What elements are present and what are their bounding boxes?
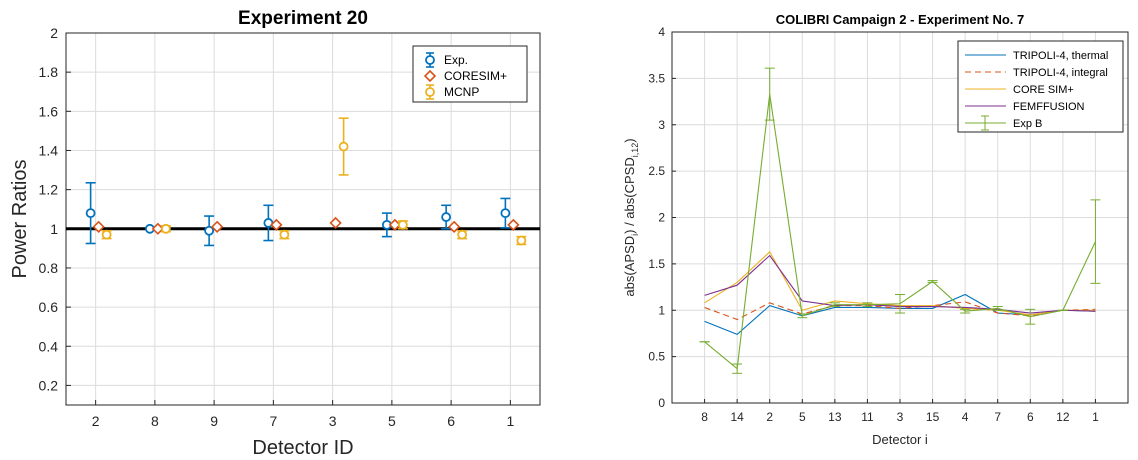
y-tick-label: 0.8 <box>39 260 59 276</box>
data-point <box>329 216 342 230</box>
x-tick-label: 9 <box>210 413 218 429</box>
x-axis-label: Detector i <box>872 432 928 447</box>
x-tick-label: 1 <box>1092 410 1099 424</box>
legend-marker <box>423 69 437 83</box>
legend-label: TRIPOLI-4, integral <box>1013 67 1108 79</box>
x-tick-label: 13 <box>828 410 842 424</box>
y-tick-label: 4 <box>658 25 665 39</box>
y-axis-label: Power Ratios <box>9 160 31 279</box>
data-point <box>507 218 520 232</box>
x-tick-label: 7 <box>994 410 1001 424</box>
data-point <box>160 223 171 234</box>
x-tick-label: 11 <box>861 410 874 424</box>
x-tick-label: 5 <box>388 413 396 429</box>
x-tick-label: 14 <box>730 410 744 424</box>
y-tick-label: 1.4 <box>39 142 59 158</box>
data-point <box>516 235 527 246</box>
data-point <box>210 220 224 233</box>
y-axis-label-part: abs(APSD <box>622 236 637 297</box>
y-tick-label: 0.2 <box>39 377 59 393</box>
x-tick-label: 3 <box>897 410 904 424</box>
y-axis-label-subscript: i <box>630 234 640 236</box>
data-point <box>85 208 96 219</box>
y-axis-label-subscript: i,12 <box>630 143 640 158</box>
legend-label: Exp B <box>1013 118 1042 130</box>
x-tick-label: 1 <box>506 413 514 429</box>
y-tick-label: 1.6 <box>39 103 59 119</box>
right-chart: 0 0.5 1 1.5 2 2.5 3 3.5 4 8 14 2 5 13 11 3 15 4 7 6 12 1 COLIB… <box>622 12 1129 447</box>
x-tick-label: 6 <box>1027 410 1034 424</box>
y-axis-label-part: ) / abs(CPSD <box>622 157 637 234</box>
x-tick-label: 5 <box>799 410 806 424</box>
chart-title: Experiment 20 <box>238 8 368 29</box>
x-tick-label: 15 <box>926 410 940 424</box>
data-point <box>338 141 349 152</box>
data-point <box>270 218 283 232</box>
legend-label: FEMFFUSION <box>1013 101 1085 113</box>
y-tick-label: 1.5 <box>648 257 665 271</box>
y-tick-label: 0.5 <box>648 350 665 364</box>
x-tick-label: 4 <box>962 410 969 424</box>
y-tick-label: 1.8 <box>39 64 59 80</box>
data-point <box>441 212 452 222</box>
y-tick-label: 0.6 <box>39 299 59 315</box>
y-tick-label: 0.4 <box>39 338 59 354</box>
y-tick-label: 2 <box>658 211 665 225</box>
data-point <box>101 229 112 240</box>
y-tick-label: 1 <box>50 221 58 237</box>
x-tick-label: 3 <box>329 413 337 429</box>
data-point <box>204 225 215 236</box>
legend-label: Exp. <box>444 53 468 67</box>
legend: Exp. CORESIM+ MCNP <box>412 45 528 103</box>
x-tick-label: 2 <box>766 410 773 424</box>
y-tick-label: 2.5 <box>648 164 665 178</box>
data-point <box>279 229 290 240</box>
plot-area <box>65 32 541 406</box>
y-axis-label-part: ) <box>622 138 637 142</box>
legend-label: CORESIM+ <box>444 69 507 83</box>
data-point <box>388 218 402 232</box>
x-tick-label: 8 <box>151 413 159 429</box>
y-tick-label: 1.2 <box>39 182 59 198</box>
legend-marker <box>425 55 435 65</box>
x-axis-label: Detector ID <box>252 437 353 459</box>
x-tick-label: 12 <box>1056 410 1070 424</box>
legend-marker <box>425 87 435 97</box>
data-point <box>397 219 408 230</box>
y-axis-label: abs(APSDi) / abs(CPSDi,12) <box>622 138 640 296</box>
data-point <box>151 222 165 235</box>
y-tick-label: 0 <box>658 396 665 410</box>
y-tick-label: 3 <box>658 118 665 132</box>
data-point <box>447 220 461 233</box>
y-tick-label: 1 <box>658 303 665 317</box>
left-chart: 0.2 0.4 0.6 0.8 1 1.2 1.4 1.6 1.8 2 2 8 9 7 3 5 6 1 Experi… <box>9 8 541 459</box>
data-point <box>500 208 511 219</box>
legend-label: CORE SIM+ <box>1013 84 1074 96</box>
legend: TRIPOLI-4, thermal TRIPOLI-4, integral COR… <box>957 40 1124 133</box>
y-tick-label: 3.5 <box>648 71 665 85</box>
y-tick-label: 2 <box>50 25 58 41</box>
x-tick-label: 7 <box>269 413 277 429</box>
legend-label: TRIPOLI-4, thermal <box>1013 50 1108 62</box>
legend-label: MCNP <box>444 85 479 99</box>
x-tick-label: 2 <box>92 413 100 429</box>
chart-title: COLIBRI Campaign 2 - Experiment No. 7 <box>776 12 1025 27</box>
data-point <box>92 220 105 233</box>
x-tick-label: 8 <box>701 410 708 424</box>
data-point <box>457 229 468 240</box>
x-tick-label: 6 <box>447 413 455 429</box>
